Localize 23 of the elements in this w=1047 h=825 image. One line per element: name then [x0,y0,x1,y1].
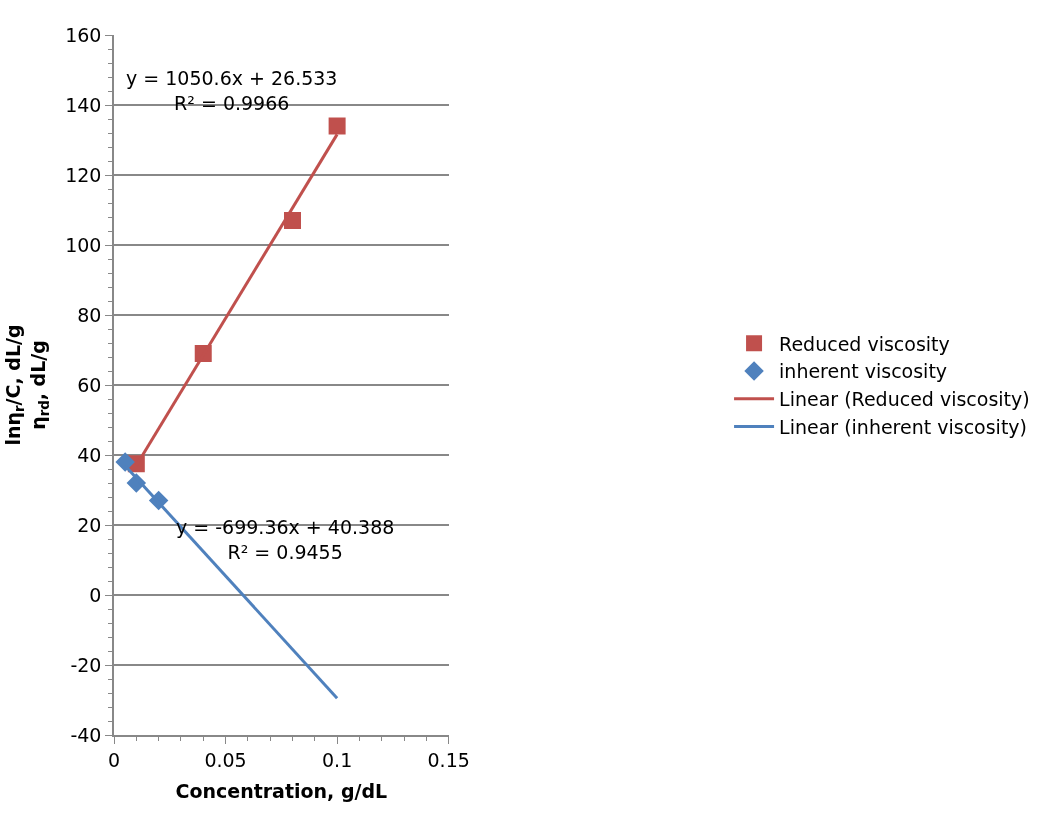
point [328,117,346,135]
y-tick-label: 160 [65,23,102,46]
legend-label: Linear (inherent viscosity) [779,415,1028,438]
y-tick-label: -20 [70,653,102,676]
legend-label: inherent viscosity [779,360,948,383]
x-tick-label: 0.15 [427,748,470,771]
y-tick-label: 40 [77,443,102,466]
annotation: y = -699.36x + 40.388 R² = 0.9455 [176,516,395,563]
y-tick-label: 80 [77,303,102,326]
y-tick-label: -40 [70,723,102,746]
legend-label: Linear (Reduced viscosity) [779,388,1030,411]
legend-label: Reduced viscosity [779,332,950,355]
y-tick-label: 100 [65,233,102,256]
y-tick-label: 60 [77,373,102,396]
y-tick-label: 120 [65,163,102,186]
y-tick-label: 0 [89,583,102,606]
y-tick-label: 20 [77,513,102,536]
annotation: y = 1050.6x + 26.533 R² = 0.9966 [126,67,338,114]
x-tick-label: 0.1 [322,748,353,771]
x-axis-title: Concentration, g/dL [175,779,388,802]
x-tick-label: 0.05 [204,748,247,771]
x-tick-label: 0 [107,748,121,771]
y-tick-label: 140 [65,93,102,116]
